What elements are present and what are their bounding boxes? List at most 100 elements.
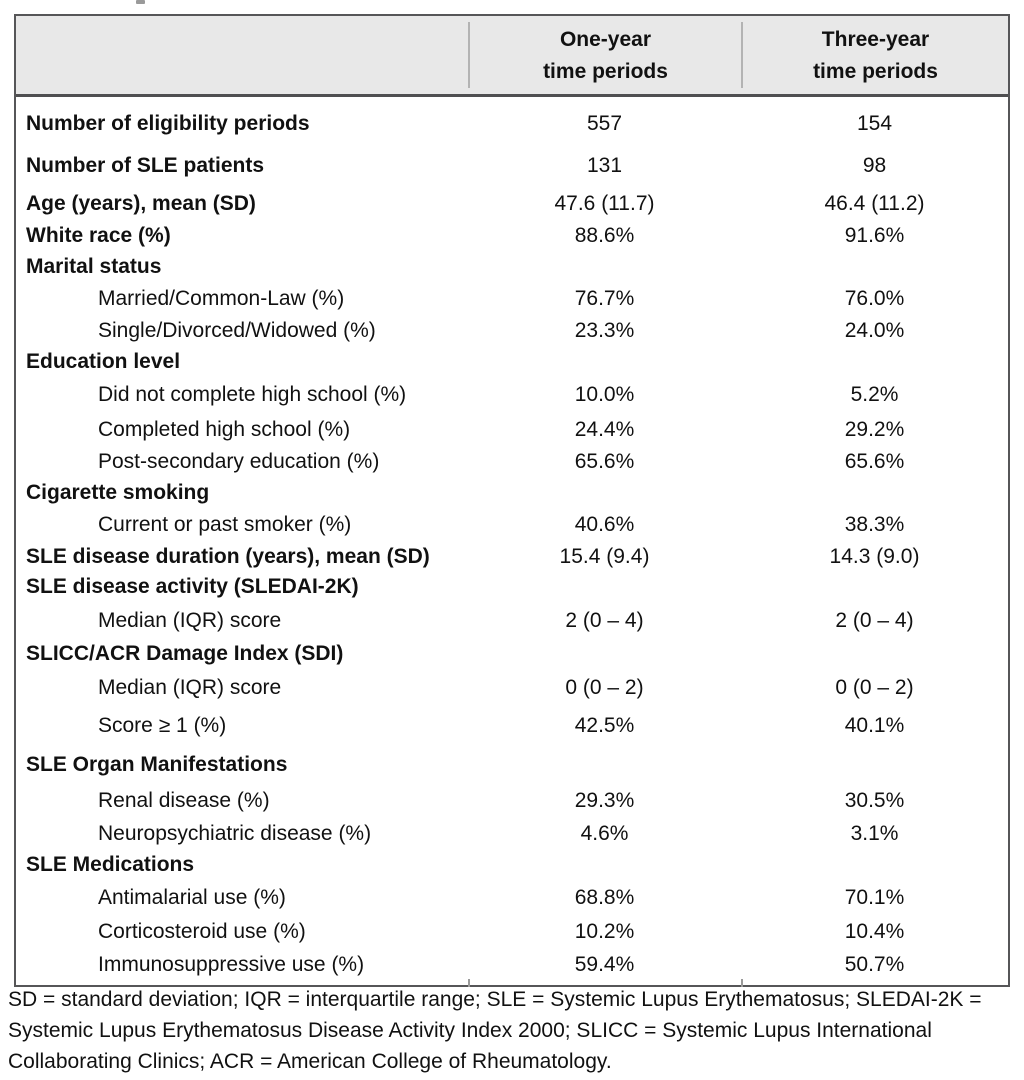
table-row: Current or past smoker (%) 40.6% 38.3%	[16, 508, 1008, 541]
row-label: Post-secondary education (%)	[98, 449, 380, 473]
cell-three-year: 76.0%	[844, 286, 905, 310]
row-label: SLE Medications	[26, 852, 195, 876]
cell-one-year: 88.6%	[574, 223, 635, 247]
cell-three-year: 40.1%	[844, 713, 905, 737]
header-three-year-line2: time periods	[813, 60, 938, 83]
cell-one-year: 40.6%	[574, 512, 635, 536]
cell-three-year: 65.6%	[844, 449, 905, 473]
cell-three-year: 91.6%	[844, 223, 905, 247]
row-label: SLE disease duration (years), mean (SD)	[26, 544, 430, 568]
cell-three-year: 3.1%	[850, 821, 899, 845]
header-one-year: One-year time periods	[468, 22, 741, 88]
row-label: Marital status	[26, 254, 162, 278]
table-row: Renal disease (%) 29.3% 30.5%	[16, 784, 1008, 818]
cell-one-year: 4.6%	[580, 821, 629, 845]
cell-one-year: 29.3%	[574, 789, 635, 812]
table-row: SLE disease duration (years), mean (SD) 1…	[16, 541, 1008, 572]
row-label: Married/Common-Law (%)	[98, 286, 345, 310]
cell-three-year: 24.0%	[844, 318, 905, 342]
table-row: SLICC/ACR Damage Index (SDI)	[16, 639, 1008, 669]
table-row: Median (IQR) score 0 (0 – 2) 0 (0 – 2)	[16, 669, 1008, 706]
cell-three-year: 0 (0 – 2)	[835, 675, 914, 699]
table-row: Number of SLE patients 131 98	[16, 145, 1008, 187]
table-row: Neuropsychiatric disease (%) 4.6% 3.1%	[16, 818, 1008, 849]
column-divider-stub	[468, 979, 470, 987]
cell-one-year: 47.6 (11.7)	[554, 191, 655, 215]
cell-one-year: 42.5%	[574, 713, 635, 737]
cell-three-year: 14.3 (9.0)	[829, 544, 920, 568]
table-row: Antimalarial use (%) 68.8% 70.1%	[16, 880, 1008, 915]
table-row: Education level	[16, 346, 1008, 377]
cell-one-year: 15.4 (9.4)	[559, 544, 650, 568]
cell-one-year: 59.4%	[574, 953, 635, 976]
row-label: Antimalarial use (%)	[98, 885, 286, 909]
header-empty-cell	[16, 54, 468, 56]
caption-remnant-mark	[136, 0, 145, 4]
row-label: SLE Organ Manifestations	[26, 752, 288, 776]
header-one-year-line2: time periods	[543, 60, 668, 83]
cell-three-year: 10.4%	[844, 920, 905, 943]
abbreviations-footnote: SD = standard deviation; IQR = interquar…	[8, 988, 982, 1073]
row-label: Completed high school (%)	[98, 417, 351, 441]
table-row: Score ≥ 1 (%) 42.5% 40.1%	[16, 706, 1008, 745]
row-label: Immunosuppressive use (%)	[98, 953, 365, 976]
cell-one-year: 131	[586, 154, 623, 177]
table-body: Number of eligibility periods 557 154 Numbe…	[16, 97, 1008, 985]
row-label: Score ≥ 1 (%)	[98, 713, 227, 737]
cell-one-year: 65.6%	[574, 449, 635, 473]
row-label: Cigarette smoking	[26, 480, 210, 504]
table-row: Completed high school (%) 24.4% 29.2%	[16, 413, 1008, 446]
row-label: Current or past smoker (%)	[98, 512, 352, 536]
row-label: Median (IQR) score	[98, 675, 282, 699]
row-label: SLICC/ACR Damage Index (SDI)	[26, 642, 344, 665]
row-label: SLE disease activity (SLEDAI-2K)	[26, 575, 359, 598]
table-row: Marital status	[16, 251, 1008, 282]
row-label: Neuropsychiatric disease (%)	[98, 821, 372, 845]
cell-one-year: 557	[586, 112, 623, 135]
table-row: Did not complete high school (%) 10.0% 5.2…	[16, 377, 1008, 413]
table-row: SLE Medications	[16, 849, 1008, 880]
row-label: Education level	[26, 349, 181, 373]
row-label: Did not complete high school (%)	[98, 383, 407, 406]
cell-three-year: 70.1%	[844, 885, 905, 909]
table-header-row: One-year time periods Three-year time pe…	[16, 16, 1008, 97]
row-label: Median (IQR) score	[98, 608, 282, 632]
cell-one-year: 68.8%	[574, 885, 635, 909]
table-row: Age (years), mean (SD) 47.6 (11.7) 46.4 (1…	[16, 187, 1008, 220]
table-row: Corticosteroid use (%) 10.2% 10.4%	[16, 915, 1008, 949]
table-row: Post-secondary education (%) 65.6% 65.6%	[16, 446, 1008, 477]
header-one-year-line1: One-year	[559, 28, 652, 51]
row-label: White race (%)	[26, 223, 171, 247]
cell-three-year: 2 (0 – 4)	[835, 608, 914, 632]
row-label: Single/Divorced/Widowed (%)	[98, 318, 376, 342]
header-three-year: Three-year time periods	[741, 22, 1008, 88]
table-row: Married/Common-Law (%) 76.7% 76.0%	[16, 282, 1008, 315]
cell-three-year: 46.4 (11.2)	[824, 191, 925, 215]
column-divider-stub	[741, 979, 743, 987]
row-label: Corticosteroid use (%)	[98, 920, 306, 943]
cell-three-year: 30.5%	[844, 789, 905, 812]
row-label: Renal disease (%)	[98, 789, 270, 812]
cell-three-year: 154	[856, 112, 893, 135]
row-label: Age (years), mean (SD)	[26, 191, 256, 215]
table-row: Number of eligibility periods 557 154	[16, 103, 1008, 145]
table-row: Median (IQR) score 2 (0 – 4) 2 (0 – 4)	[16, 602, 1008, 639]
cell-three-year: 98	[862, 154, 887, 177]
cell-three-year: 29.2%	[844, 417, 905, 441]
cell-three-year: 5.2%	[850, 383, 899, 406]
table-row: Cigarette smoking	[16, 477, 1008, 508]
row-label: Number of eligibility periods	[26, 112, 310, 135]
table-row: SLE disease activity (SLEDAI-2K)	[16, 572, 1008, 602]
table-row: SLE Organ Manifestations	[16, 745, 1008, 784]
row-label: Number of SLE patients	[26, 154, 265, 177]
cell-three-year: 38.3%	[844, 512, 905, 536]
cell-one-year: 2 (0 – 4)	[565, 608, 644, 632]
header-three-year-line1: Three-year	[821, 28, 930, 51]
cell-one-year: 23.3%	[574, 318, 635, 342]
cell-one-year: 76.7%	[574, 286, 635, 310]
cell-one-year: 10.0%	[574, 383, 635, 406]
cell-one-year: 10.2%	[574, 920, 635, 943]
cell-three-year: 50.7%	[844, 953, 905, 976]
table-row: Single/Divorced/Widowed (%) 23.3% 24.0%	[16, 315, 1008, 346]
cell-one-year: 24.4%	[574, 417, 635, 441]
